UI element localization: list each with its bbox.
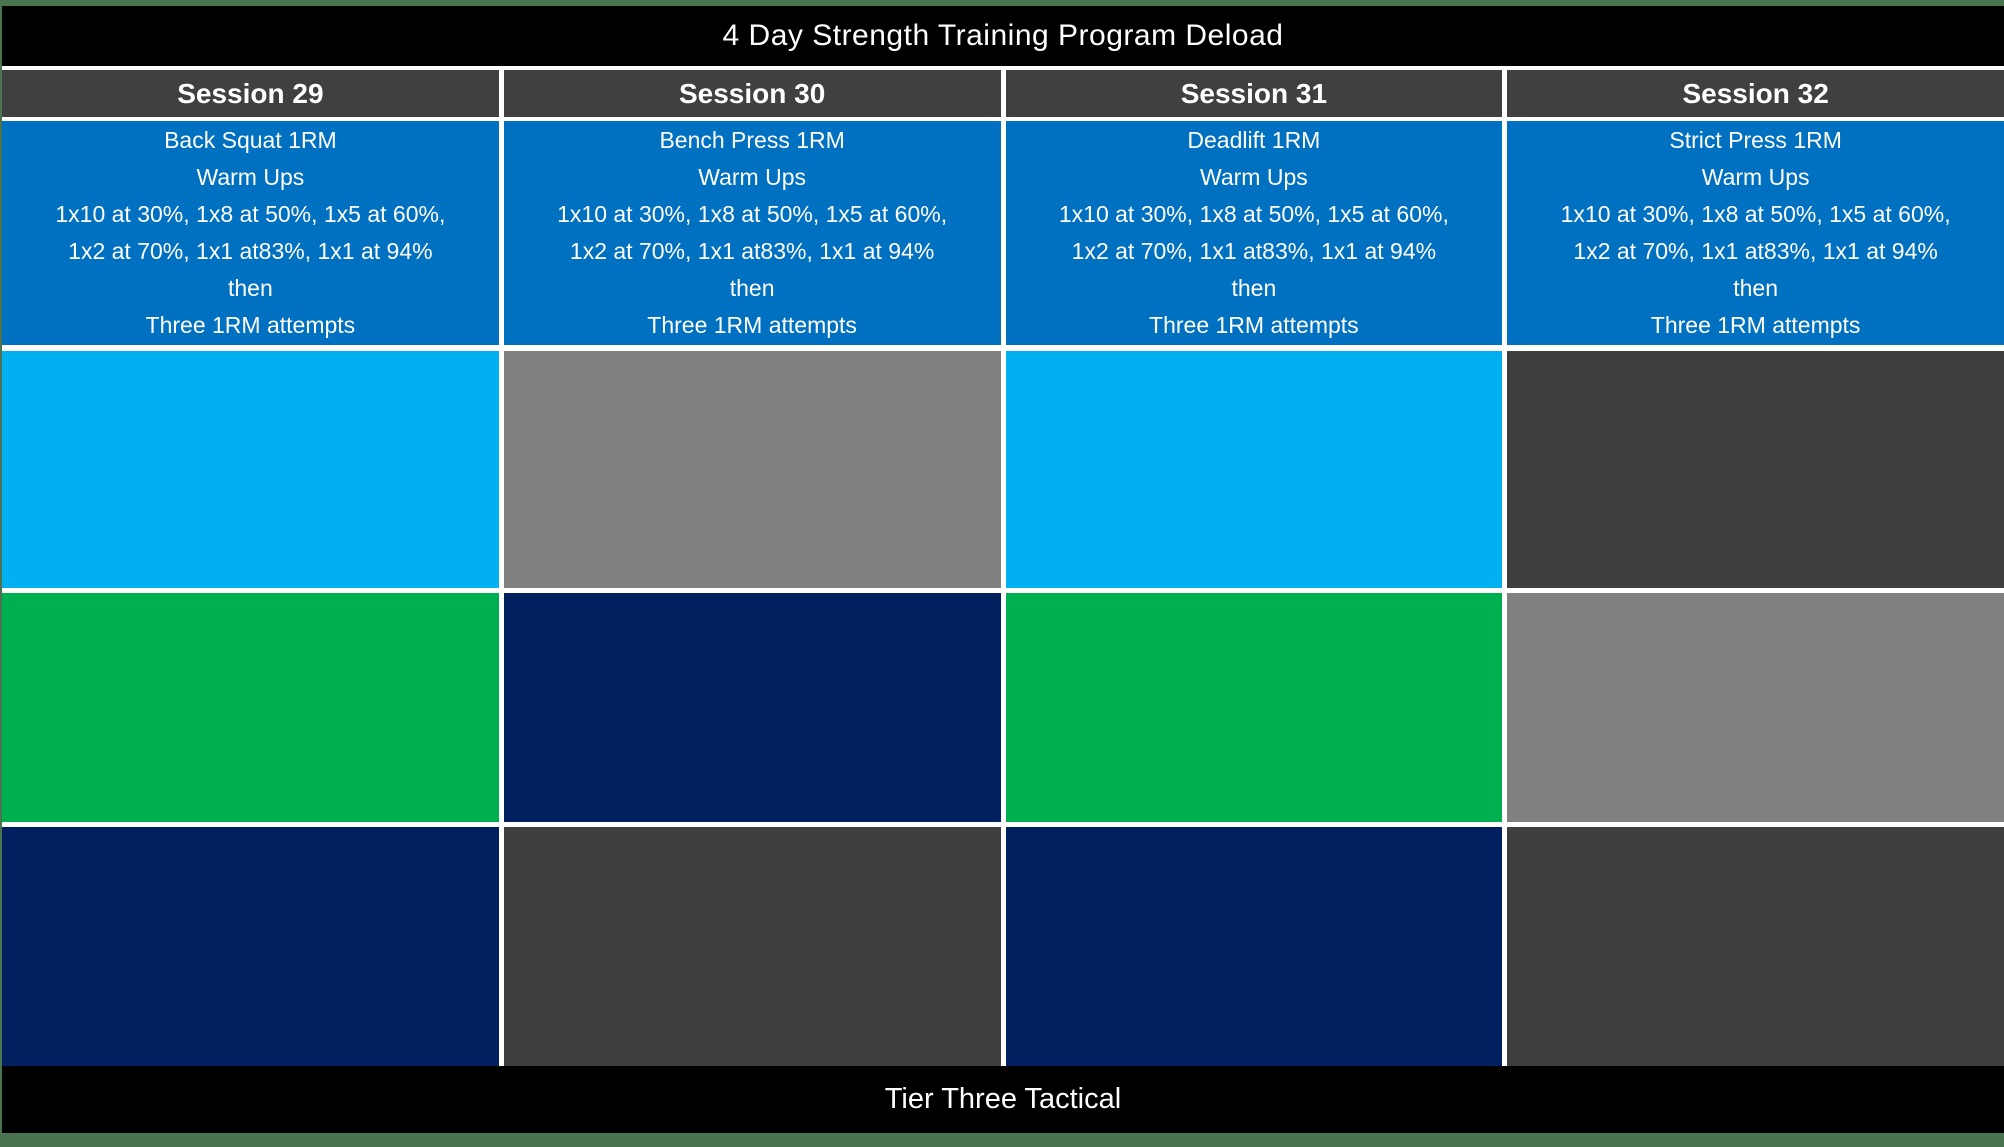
program-title-bar: 4 Day Strength Training Program Deload <box>2 6 2004 66</box>
session-header-31: Session 31 <box>1005 70 1503 117</box>
warmup-line: Three 1RM attempts <box>145 312 356 338</box>
block-cell-r1-c4 <box>1507 351 2004 588</box>
warmup-line: 1x10 at 30%, 1x8 at 50%, 1x5 at 60%, <box>557 201 948 227</box>
block-cell-r1-c1 <box>2 351 499 588</box>
warmup-line: Warm Ups <box>1701 164 1810 190</box>
block-row-3 <box>2 827 2004 1066</box>
session-header-29: Session 29 <box>2 70 499 117</box>
warmup-line: 1x2 at 70%, 1x1 at83%, 1x1 at 94% <box>68 238 433 264</box>
separator <box>2 822 2004 827</box>
warmup-line: then <box>729 275 775 301</box>
warmup-lift-name: Strict Press 1RM <box>1669 127 1842 153</box>
warmup-line: 1x10 at 30%, 1x8 at 50%, 1x5 at 60%, <box>1560 201 1951 227</box>
warmup-line: then <box>227 275 273 301</box>
session-header-30: Session 30 <box>503 70 1001 117</box>
session-header-32: Session 32 <box>1507 70 2004 117</box>
block-cell-r3-c4 <box>1507 827 2004 1066</box>
warmup-cell-session-29: Back Squat 1RM Warm Ups 1x10 at 30%, 1x8… <box>2 121 499 345</box>
session-header-label: Session 29 <box>177 77 324 109</box>
program-table: 4 Day Strength Training Program Deload S… <box>2 6 2004 1133</box>
warmup-cell-session-32: Strict Press 1RM Warm Ups 1x10 at 30%, 1… <box>1507 121 2004 345</box>
session-header-row: Session 29 Session 30 Session 31 Session… <box>2 70 2004 117</box>
block-row-2 <box>2 593 2004 822</box>
separator <box>2 345 2004 351</box>
warmup-line: 1x2 at 70%, 1x1 at83%, 1x1 at 94% <box>1071 238 1437 264</box>
footer-brand: Tier Three Tactical <box>884 1083 1122 1115</box>
block-cell-r1-c2 <box>503 351 1001 588</box>
block-cell-r2-c1 <box>2 593 499 822</box>
separator <box>2 588 2004 593</box>
warmup-line: Three 1RM attempts <box>1149 312 1359 338</box>
warmup-line: then <box>1733 275 1778 301</box>
warmup-cell-session-31: Deadlift 1RM Warm Ups 1x10 at 30%, 1x8 a… <box>1005 121 1503 345</box>
block-cell-r2-c4 <box>1507 593 2004 822</box>
block-cell-r3-c3 <box>1005 827 1503 1066</box>
warmup-line: then <box>1231 275 1277 301</box>
warmup-lift-name: Deadlift 1RM <box>1187 127 1321 153</box>
warmup-line: Warm Ups <box>698 164 806 190</box>
session-header-label: Session 32 <box>1682 77 1829 109</box>
session-header-label: Session 30 <box>678 77 826 109</box>
warmup-line: 1x2 at 70%, 1x1 at83%, 1x1 at 94% <box>569 238 935 264</box>
block-cell-r2-c2 <box>503 593 1001 822</box>
session-header-label: Session 31 <box>1180 77 1328 109</box>
block-cell-r3-c2 <box>503 827 1001 1066</box>
separator <box>2 66 2004 70</box>
warmup-line: Warm Ups <box>1199 164 1308 190</box>
block-cell-r2-c3 <box>1005 593 1503 822</box>
warmup-lift-name: Bench Press 1RM <box>659 127 845 153</box>
program-title: 4 Day Strength Training Program Deload <box>722 19 1284 52</box>
warmup-row: Back Squat 1RM Warm Ups 1x10 at 30%, 1x8… <box>2 121 2004 345</box>
warmup-line: Three 1RM attempts <box>647 312 857 338</box>
separator <box>2 117 2004 121</box>
warmup-line: Warm Ups <box>196 164 305 190</box>
warmup-cell-session-30: Bench Press 1RM Warm Ups 1x10 at 30%, 1x… <box>503 121 1001 345</box>
block-cell-r1-c3 <box>1005 351 1503 588</box>
footer-bar: Tier Three Tactical <box>2 1066 2004 1133</box>
warmup-line: 1x10 at 30%, 1x8 at 50%, 1x5 at 60%, <box>1058 201 1449 227</box>
warmup-line: Three 1RM attempts <box>1650 312 1861 338</box>
warmup-line: 1x10 at 30%, 1x8 at 50%, 1x5 at 60%, <box>55 201 446 227</box>
block-cell-r3-c1 <box>2 827 499 1066</box>
block-row-1 <box>2 351 2004 588</box>
warmup-lift-name: Back Squat 1RM <box>164 127 337 153</box>
warmup-line: 1x2 at 70%, 1x1 at83%, 1x1 at 94% <box>1573 238 1938 264</box>
